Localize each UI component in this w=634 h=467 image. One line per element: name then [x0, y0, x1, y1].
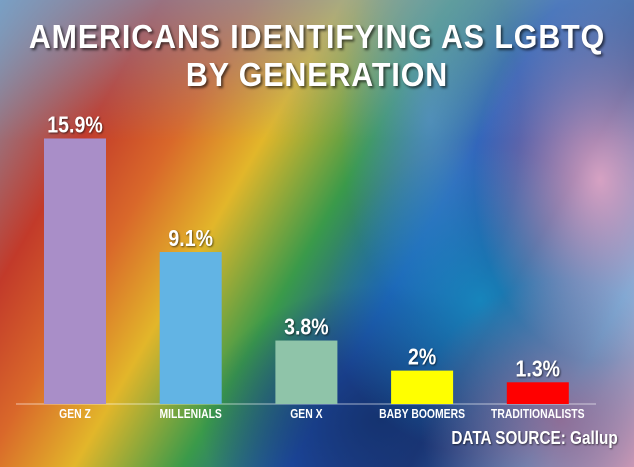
data-label: 3.8% [284, 314, 329, 340]
category-label: BABY BOOMERS [379, 407, 465, 421]
category-label: TRADITIONALISTS [491, 407, 585, 421]
bar-gen-z [44, 138, 106, 404]
bar-millenials [159, 252, 222, 404]
category-label: GEN Z [59, 407, 91, 421]
bar-baby-boomers [391, 370, 454, 404]
bar-traditionalists [506, 382, 569, 404]
data-label: 2% [408, 344, 436, 370]
data-label: 15.9% [47, 112, 102, 138]
category-label: MILLENIALS [160, 407, 222, 421]
bar-gen-x [275, 340, 338, 404]
chart-title-line-1: AMERICANS IDENTIFYING AS LGBTQ [28, 18, 606, 55]
data-label: 1.3% [516, 356, 561, 382]
chart-title-line-2: BY GENERATION [185, 56, 449, 93]
data-label: 9.1% [168, 226, 213, 252]
category-label: GEN X [290, 407, 322, 421]
data-source: DATA SOURCE: Gallup [451, 428, 618, 448]
